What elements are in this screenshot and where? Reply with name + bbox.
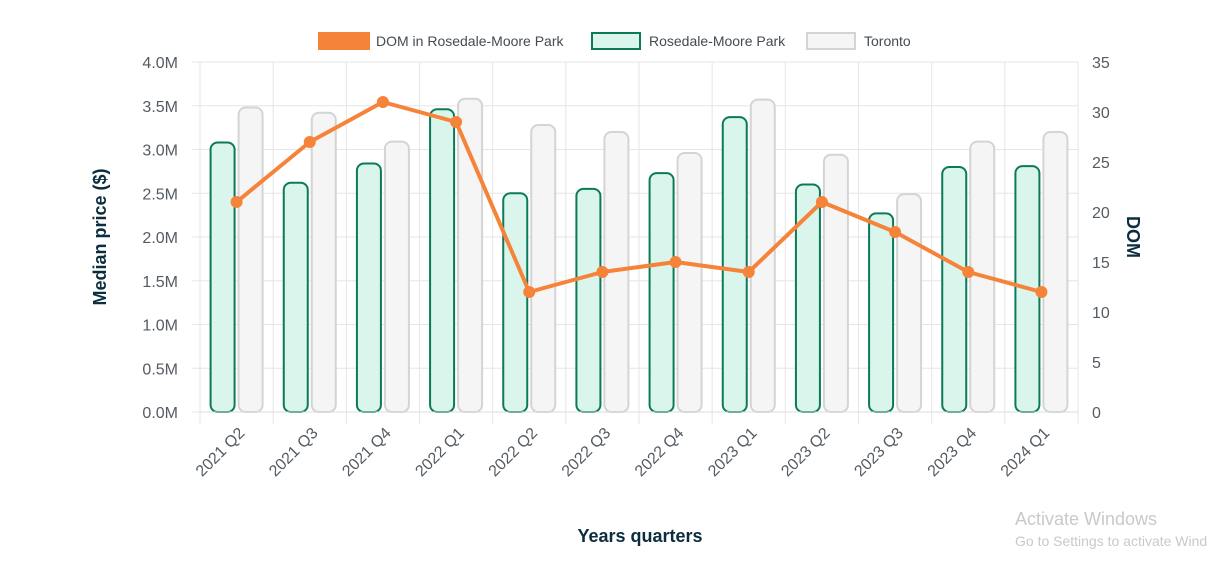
bar-toronto[interactable] xyxy=(749,98,776,413)
legend-item-dom[interactable]: DOM in Rosedale-Moore Park xyxy=(318,32,565,50)
dom-point[interactable] xyxy=(376,96,389,108)
y-tick-label: 1.0M xyxy=(142,318,178,335)
bar-rosedale-moore-park[interactable] xyxy=(721,116,748,413)
x-tick-label: 2023 Q4 xyxy=(925,425,980,480)
legend-swatch xyxy=(806,32,856,50)
bar-toronto[interactable] xyxy=(237,106,264,413)
bar-rosedale-moore-park[interactable] xyxy=(355,162,382,413)
bars xyxy=(209,97,1069,413)
y2-tick-label: 25 xyxy=(1092,155,1110,172)
x-tick-label: 2023 Q2 xyxy=(778,425,833,480)
dom-point[interactable] xyxy=(815,196,828,208)
bar-rosedale-moore-park[interactable] xyxy=(502,192,529,413)
y-tick-label: 4.0M xyxy=(142,55,178,72)
legend-item-toronto[interactable]: Toronto xyxy=(806,32,911,50)
bar-rosedale-moore-park[interactable] xyxy=(209,141,236,413)
y2-tick-label: 20 xyxy=(1092,205,1110,222)
legend: DOM in Rosedale-Moore Park Rosedale-Moore… xyxy=(318,32,911,50)
x-axis-title: Years quarters xyxy=(577,526,702,546)
y2-tick-label: 35 xyxy=(1092,55,1110,72)
bar-toronto[interactable] xyxy=(822,153,849,413)
x-tick-label: 2022 Q1 xyxy=(412,425,467,480)
y-tick-label: 2.5M xyxy=(142,186,178,203)
x-tick-label: 2021 Q3 xyxy=(266,425,321,480)
bar-toronto[interactable] xyxy=(310,111,337,413)
x-tick-label: 2024 Q1 xyxy=(998,425,1053,480)
bar-rosedale-moore-park[interactable] xyxy=(429,108,456,413)
y-tick-label: 0.0M xyxy=(142,405,178,422)
watermark-title: Activate Windows xyxy=(1015,509,1158,529)
legend-item-rosedale-moore-park[interactable]: Rosedale-Moore Park xyxy=(591,32,786,50)
dom-point[interactable] xyxy=(450,116,463,128)
x-tick-label: 2021 Q2 xyxy=(193,425,248,480)
y-tick-label: 3.0M xyxy=(142,143,178,160)
y2-tick-label: 10 xyxy=(1092,305,1110,322)
dom-line xyxy=(235,100,1042,294)
legend-label: Rosedale-Moore Park xyxy=(649,33,786,49)
legend-swatch xyxy=(318,32,370,50)
y-tick-label: 3.5M xyxy=(142,99,178,116)
dom-point[interactable] xyxy=(669,256,682,268)
legend-label: DOM in Rosedale-Moore Park xyxy=(376,33,565,49)
y2-tick-label: 15 xyxy=(1092,255,1110,272)
bar-toronto[interactable] xyxy=(530,124,557,413)
bar-toronto[interactable] xyxy=(383,140,410,413)
dom-point[interactable] xyxy=(596,266,609,278)
bar-rosedale-moore-park[interactable] xyxy=(282,181,309,413)
dom-point[interactable] xyxy=(303,136,316,148)
x-tick-label: 2023 Q3 xyxy=(851,425,906,480)
dom-point[interactable] xyxy=(962,266,975,278)
bar-toronto[interactable] xyxy=(896,193,923,413)
y2-tick-label: 0 xyxy=(1092,405,1101,422)
legend-label: Toronto xyxy=(864,33,911,49)
y2-tick-label: 30 xyxy=(1092,105,1110,122)
bar-toronto[interactable] xyxy=(1042,131,1069,413)
y2-tick-label: 5 xyxy=(1092,355,1101,372)
y-tick-label: 2.0M xyxy=(142,230,178,247)
bar-rosedale-moore-park[interactable] xyxy=(941,166,968,413)
dom-point[interactable] xyxy=(230,196,243,208)
dom-point[interactable] xyxy=(523,286,536,298)
bar-rosedale-moore-park[interactable] xyxy=(648,172,675,413)
bar-toronto[interactable] xyxy=(676,152,703,413)
y2-axis-title: DOM xyxy=(1123,216,1143,258)
y-tick-label: 1.5M xyxy=(142,274,178,291)
bar-rosedale-moore-park[interactable] xyxy=(794,183,821,413)
watermark-subtitle: Go to Settings to activate Windows. xyxy=(1015,533,1208,549)
dom-line-layer xyxy=(230,96,1048,298)
x-tick-label: 2022 Q4 xyxy=(632,425,687,480)
bar-rosedale-moore-park[interactable] xyxy=(868,212,895,413)
legend-swatch xyxy=(591,32,641,50)
dom-point[interactable] xyxy=(889,226,902,238)
y-tick-label: 0.5M xyxy=(142,361,178,378)
dom-point[interactable] xyxy=(1035,286,1048,298)
x-tick-label: 2021 Q4 xyxy=(339,425,394,480)
bar-toronto[interactable] xyxy=(457,97,484,413)
dom-point[interactable] xyxy=(742,266,755,278)
bar-rosedale-moore-park[interactable] xyxy=(575,187,602,413)
x-tick-label: 2022 Q2 xyxy=(486,425,541,480)
x-tick-label: 2022 Q3 xyxy=(559,425,614,480)
y-axis-title: Median price ($) xyxy=(90,168,110,305)
x-tick-label: 2023 Q1 xyxy=(705,425,760,480)
